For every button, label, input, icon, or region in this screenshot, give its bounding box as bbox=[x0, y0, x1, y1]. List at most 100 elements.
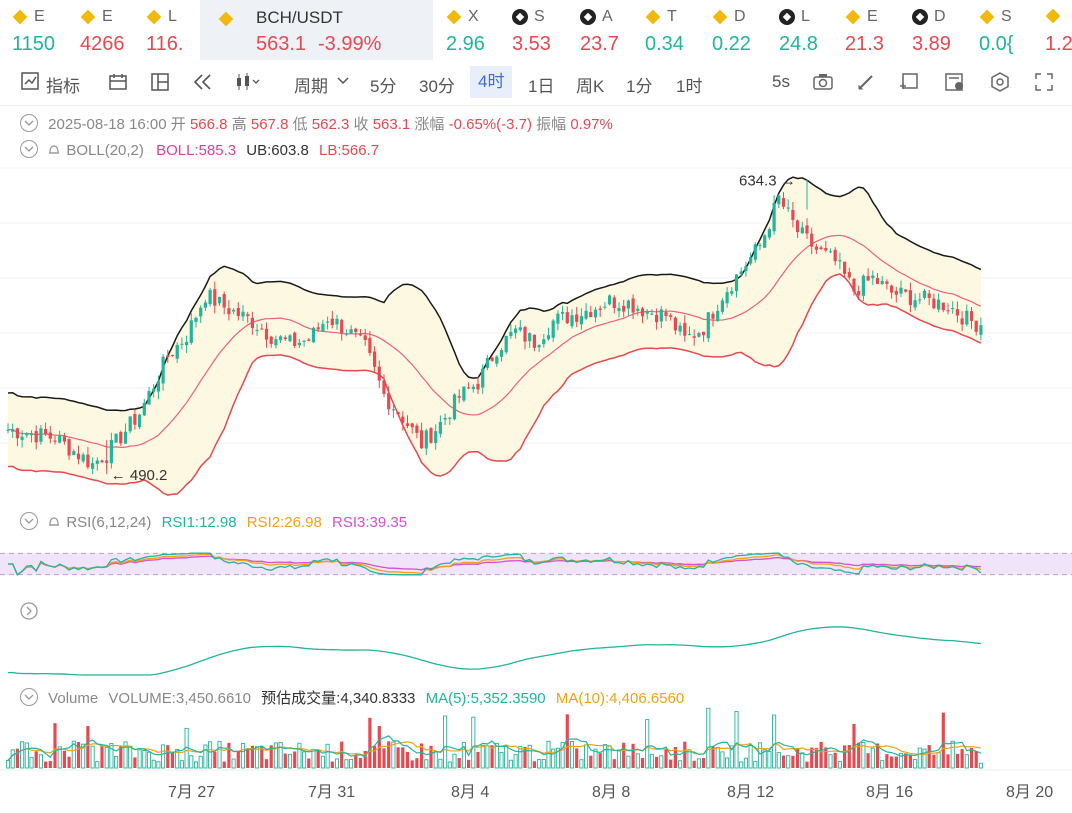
volume-bar bbox=[67, 756, 71, 768]
ticker-item[interactable]: A 23.7 bbox=[580, 0, 628, 60]
ticker-item[interactable]: S 3.53 bbox=[512, 0, 560, 60]
candle-body bbox=[6, 429, 10, 431]
calendar-icon[interactable] bbox=[108, 72, 128, 97]
calculator-icon[interactable] bbox=[944, 72, 966, 97]
collapsed-indicator-line bbox=[7, 626, 981, 676]
ticker-item[interactable]: D 3.89 bbox=[912, 0, 960, 60]
camera-icon[interactable] bbox=[812, 72, 834, 97]
volume-bar bbox=[805, 761, 809, 768]
candle-body bbox=[669, 315, 673, 317]
candle-type-icon[interactable] bbox=[234, 72, 260, 97]
interval-30m[interactable]: 30分 bbox=[419, 77, 455, 96]
bell-icon[interactable] bbox=[46, 142, 62, 162]
volume-bar bbox=[433, 751, 438, 769]
ticker-item[interactable]: L 116. bbox=[146, 0, 194, 60]
ticker-bar: BCH/USDT 563.1 -3.99% E 1150 E 4266 L 116. X 2.… bbox=[0, 0, 1072, 60]
volume-bar bbox=[387, 741, 391, 768]
volume-ma10: MA(10):4,406.6560 bbox=[555, 690, 685, 707]
rsi3-line bbox=[8, 555, 981, 576]
ticker-item[interactable]: E 4266 bbox=[80, 0, 128, 60]
ticker-item[interactable]: X 2.96 bbox=[446, 0, 494, 60]
high-label: 高 bbox=[231, 116, 247, 133]
candle-body bbox=[763, 235, 767, 248]
volume-bar bbox=[890, 756, 894, 768]
rsi-name: RSI(6,12,24) bbox=[66, 514, 152, 531]
candle-body bbox=[932, 298, 936, 309]
volume-bar bbox=[71, 740, 76, 769]
candle-date: 2025-08-18 16:00 bbox=[48, 116, 167, 133]
candle-body bbox=[15, 428, 19, 439]
volume-bar bbox=[683, 741, 687, 768]
candle-body bbox=[796, 220, 800, 233]
chevron-down-icon[interactable] bbox=[20, 140, 38, 158]
volume-bar bbox=[137, 749, 142, 769]
candle-body bbox=[326, 321, 330, 323]
ticker-item[interactable]: E 1150 bbox=[12, 0, 60, 60]
candle-body bbox=[603, 306, 607, 308]
chevron-down-icon[interactable] bbox=[20, 114, 38, 132]
ticker-item[interactable]: L 24.8 bbox=[779, 0, 827, 60]
ticker-value: 24.8 bbox=[779, 33, 818, 55]
volume-bar bbox=[175, 748, 180, 769]
interval-1h[interactable]: 1时 bbox=[676, 77, 703, 96]
candle-body bbox=[791, 209, 795, 220]
pencil-icon[interactable] bbox=[856, 72, 876, 97]
candle-body bbox=[937, 299, 941, 310]
fullscreen-icon[interactable] bbox=[1034, 72, 1054, 97]
candle-body bbox=[330, 318, 334, 326]
volume-bar bbox=[575, 748, 579, 768]
volume-bar bbox=[114, 756, 119, 769]
volume-bar bbox=[946, 754, 950, 768]
candle-body bbox=[598, 308, 602, 310]
period-dropdown[interactable]: 周期 bbox=[294, 77, 328, 96]
volume-bar bbox=[655, 756, 659, 768]
volume-bar bbox=[922, 748, 927, 769]
add-window-icon[interactable] bbox=[898, 72, 920, 97]
chevron-down-icon[interactable] bbox=[20, 688, 38, 706]
interval-5m[interactable]: 5分 bbox=[370, 77, 397, 96]
candle-body bbox=[250, 317, 254, 328]
settings-icon[interactable] bbox=[990, 72, 1010, 97]
candle-body bbox=[499, 350, 504, 357]
volume-bar bbox=[837, 760, 842, 769]
volume-bar bbox=[593, 748, 598, 769]
candle-body bbox=[857, 291, 861, 296]
interval-1d[interactable]: 1日 bbox=[528, 77, 555, 96]
interval-4h[interactable]: 4时 bbox=[470, 66, 513, 98]
indicators-button[interactable]: 指标 bbox=[46, 77, 80, 96]
rewind-icon[interactable] bbox=[192, 72, 214, 97]
bell-icon[interactable] bbox=[46, 514, 62, 534]
ticker-item[interactable]: D 0.22 bbox=[712, 0, 760, 60]
active-ticker[interactable]: BCH/USDT 563.1 -3.99% bbox=[200, 0, 433, 60]
interval-week[interactable]: 周K bbox=[576, 77, 605, 96]
candle-body bbox=[570, 315, 574, 327]
candle-body bbox=[133, 413, 137, 425]
interval-1m[interactable]: 1分 bbox=[626, 77, 653, 96]
indicator-chart-icon[interactable] bbox=[20, 71, 40, 96]
volume-bar bbox=[236, 751, 240, 768]
ticker-item[interactable]: S 0.0{ bbox=[979, 0, 1023, 60]
ticker-item[interactable]: 1.2 bbox=[1045, 0, 1072, 60]
layout-icon[interactable] bbox=[150, 72, 170, 97]
ticker-symbol: S bbox=[1001, 8, 1012, 25]
interval-5s[interactable]: 5s bbox=[772, 72, 790, 91]
ticker-symbol: E bbox=[102, 8, 113, 25]
candle-body bbox=[546, 335, 551, 340]
chevron-down-icon[interactable] bbox=[20, 512, 38, 530]
ticker-value: 3.89 bbox=[912, 33, 951, 55]
candle-body bbox=[866, 276, 870, 281]
volume-bar bbox=[904, 753, 908, 768]
volume-bar bbox=[443, 715, 448, 769]
volume-bar bbox=[95, 761, 100, 769]
candle-body bbox=[556, 313, 560, 324]
volume-bar bbox=[589, 755, 593, 768]
candle-body bbox=[485, 357, 489, 368]
candle-body bbox=[838, 260, 842, 262]
candle-body bbox=[44, 428, 48, 435]
ticker-item[interactable]: E 21.3 bbox=[845, 0, 893, 60]
chevron-right-icon[interactable] bbox=[20, 602, 38, 625]
ticker-item[interactable]: T 0.34 bbox=[645, 0, 693, 60]
volume-bar bbox=[739, 761, 744, 769]
chevron-down-icon[interactable] bbox=[336, 74, 350, 91]
